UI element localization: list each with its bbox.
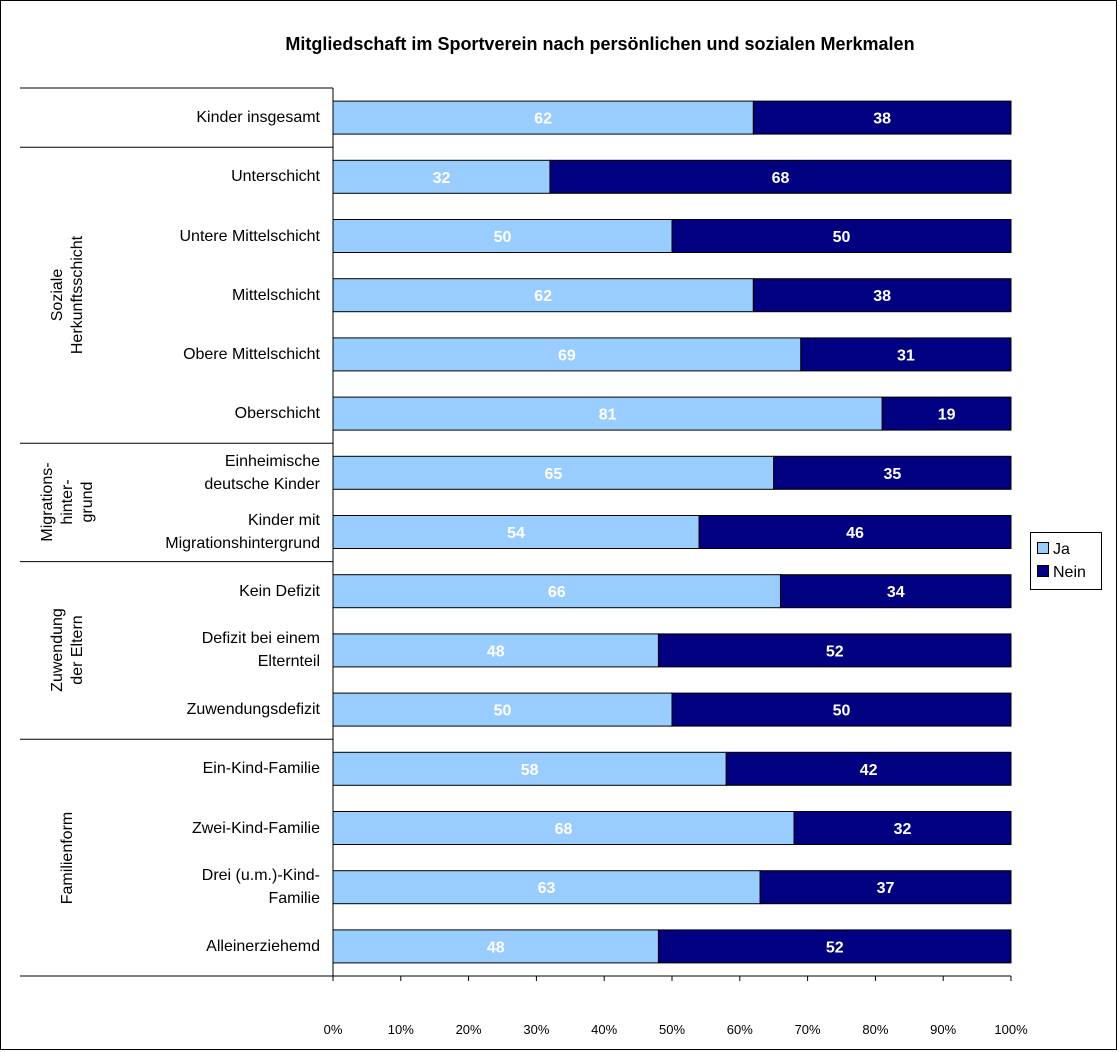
data-label: 32 — [433, 170, 451, 187]
legend-item-ja: Ja — [1037, 541, 1070, 559]
data-label: 50 — [494, 229, 512, 246]
data-label: 58 — [521, 762, 539, 779]
bar-nein — [752, 278, 1012, 313]
data-label: 42 — [860, 762, 878, 779]
legend-swatch-nein — [1037, 565, 1049, 578]
category-label: Oberschicht — [234, 405, 320, 423]
x-tick-label: 0% — [323, 1022, 343, 1037]
data-label: 52 — [826, 643, 844, 660]
bar-nein — [671, 219, 1012, 253]
group-label: Migrations-hinter-grund — [39, 462, 96, 542]
bar-nein — [549, 159, 1012, 194]
bar-ja — [332, 455, 775, 490]
bar-nein — [800, 337, 1012, 372]
data-label: 69 — [558, 347, 576, 364]
data-label: 65 — [544, 466, 562, 483]
x-tick-label: 90% — [930, 1022, 957, 1037]
bar-ja — [332, 515, 700, 549]
data-label: 68 — [772, 170, 790, 187]
bar-ja — [332, 159, 551, 194]
category-label: Alleinerziehemd — [206, 937, 320, 955]
bar-ja — [332, 219, 673, 253]
x-tick-label: 70% — [794, 1022, 821, 1037]
category-label: Obere Mittelschicht — [183, 345, 320, 363]
bar-nein — [759, 870, 1012, 905]
data-label: 38 — [873, 111, 891, 128]
data-label: 66 — [548, 584, 566, 601]
bar-ja — [332, 929, 659, 964]
data-label: 38 — [873, 288, 891, 305]
legend: Ja Nein — [1030, 532, 1102, 590]
category-label: Mittelschicht — [231, 286, 320, 304]
data-label: 50 — [494, 703, 512, 720]
bar-ja — [332, 692, 673, 727]
x-tick-label: 60% — [726, 1022, 753, 1037]
data-label: 32 — [894, 821, 912, 838]
data-label: 81 — [599, 407, 617, 424]
data-label: 46 — [846, 525, 864, 542]
bar-nein — [671, 692, 1012, 727]
category-label: Untere Mittelschicht — [179, 227, 321, 245]
bar-nein — [881, 396, 1012, 431]
data-label: 52 — [826, 939, 844, 956]
data-label: 50 — [833, 703, 851, 720]
category-label: Ein-Kind-Familie — [202, 760, 320, 778]
x-tick-label: 20% — [455, 1022, 482, 1037]
data-label: 50 — [833, 229, 851, 246]
x-tick-label: 100% — [994, 1022, 1028, 1037]
data-label: 48 — [487, 939, 505, 956]
category-label: Einheimische deutsche Kinder — [204, 452, 320, 493]
x-tick-label: 50% — [658, 1022, 686, 1037]
data-label: 19 — [938, 407, 956, 424]
bar-nein — [725, 751, 1012, 786]
data-label: 68 — [555, 821, 573, 838]
category-label: Defizit bei einem Elternteil — [201, 630, 320, 671]
data-label: 63 — [538, 880, 556, 897]
bar-ja — [332, 751, 727, 786]
data-label: 34 — [887, 584, 905, 601]
bar-nein — [779, 574, 1012, 609]
category-label: Unterschicht — [231, 168, 320, 186]
category-label: Zuwendungsdefizit — [186, 701, 320, 719]
x-tick-label: 30% — [523, 1022, 550, 1037]
category-label: Kinder insgesamt — [196, 109, 320, 127]
category-label: Kein Defizit — [239, 582, 320, 600]
x-tick-label: 40% — [591, 1022, 618, 1037]
bar-nein — [752, 100, 1012, 135]
bar-ja — [332, 633, 659, 668]
data-label: 37 — [877, 880, 895, 897]
legend-swatch-ja — [1037, 542, 1049, 555]
data-label: 62 — [534, 288, 552, 305]
bar-nein — [657, 633, 1012, 668]
legend-label-nein: Nein — [1053, 564, 1086, 581]
category-label: Kinder mit Migrationshintergrund — [165, 512, 320, 552]
chart-title: Mitgliedschaft im Sportverein nach persö… — [285, 34, 915, 54]
group-label: Zuwendung der Eltern — [49, 608, 86, 693]
data-label: 31 — [897, 347, 915, 364]
bar-nein — [793, 811, 1012, 845]
bar-nein — [698, 515, 1012, 549]
data-label: 48 — [487, 643, 505, 660]
bar-ja — [332, 870, 761, 905]
x-tick-label: 10% — [387, 1022, 414, 1037]
data-label: 54 — [507, 525, 525, 542]
data-label: 62 — [534, 111, 552, 128]
bar-ja — [332, 337, 802, 372]
group-label: Familienform — [59, 811, 76, 904]
category-label: Zwei-Kind-Familie — [191, 819, 320, 837]
x-tick-label: 80% — [862, 1022, 889, 1037]
legend-label-ja: Ja — [1053, 541, 1070, 558]
bar-ja — [332, 396, 883, 431]
legend-item-nein: Nein — [1037, 564, 1086, 582]
bar-nein — [773, 455, 1012, 490]
data-label: 35 — [883, 466, 901, 483]
bar-ja — [332, 811, 795, 845]
category-label: Drei (u.m.)-Kind- Familie — [201, 867, 320, 908]
group-label: Soziale Herkunftsschicht — [49, 236, 86, 355]
bar-nein — [657, 929, 1012, 964]
